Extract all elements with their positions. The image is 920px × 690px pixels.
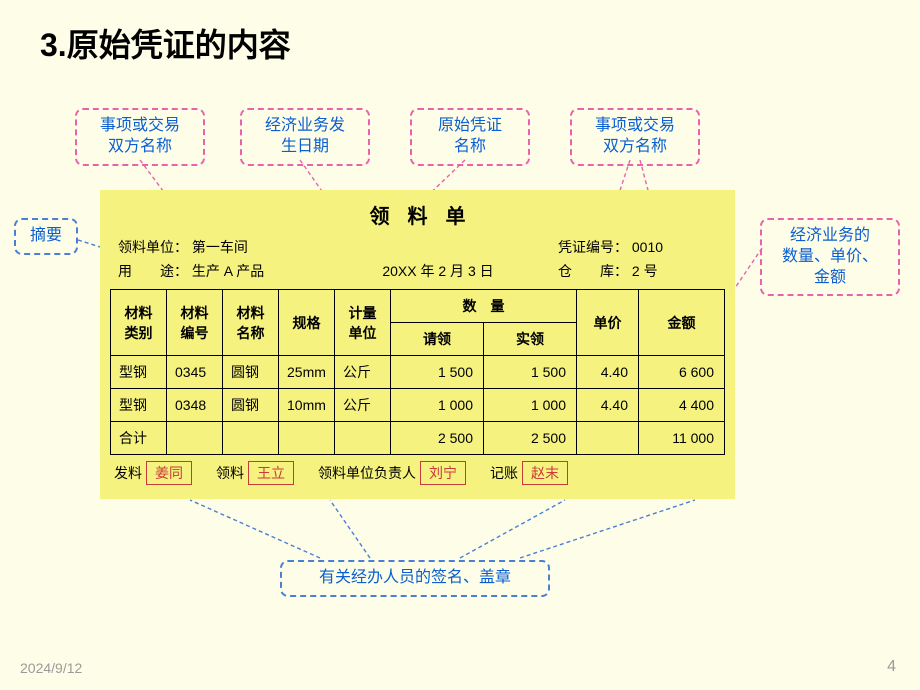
voucher-title: 领料单	[100, 200, 735, 229]
col-name: 材料 名称	[223, 290, 279, 356]
cell-unit: 公斤	[335, 356, 391, 389]
voucher-header-row-1: 领料单位： 第一车间 凭证编号： 0010	[100, 235, 735, 259]
voucher-no-label: 凭证编号：	[558, 239, 628, 255]
warehouse-value: 2 号	[632, 263, 658, 279]
col-amount: 金额	[639, 290, 725, 356]
signature-row: 发料 姜同 领料 王立 领料单位负责人 刘宁 记账 赵末	[100, 457, 735, 485]
cell-cat: 型钢	[111, 356, 167, 389]
col-id: 材料 编号	[167, 290, 223, 356]
cell-req: 1 000	[391, 389, 484, 422]
unit-label: 领料单位：	[118, 239, 188, 255]
callout-summary: 摘要	[14, 218, 78, 255]
voucher-document: 领料单 领料单位： 第一车间 凭证编号： 0010 用 途： 生产 A 产品 2…	[100, 190, 735, 499]
date-text: 20XX 年 2 月 3 日	[382, 263, 493, 279]
total-act: 2 500	[484, 422, 577, 455]
use-label: 用 途：	[118, 263, 188, 279]
cell-price: 4.40	[577, 356, 639, 389]
sig-receive-label: 领料	[216, 463, 244, 483]
total-amount: 11 000	[639, 422, 725, 455]
voucher-header-row-2: 用 途： 生产 A 产品 20XX 年 2 月 3 日 仓 库： 2 号	[100, 259, 735, 283]
sig-issue-label: 发料	[114, 463, 142, 483]
cell-act: 1 500	[484, 356, 577, 389]
use-value: 生产 A 产品	[192, 263, 264, 279]
cell-unit: 公斤	[335, 389, 391, 422]
table-row: 型钢 0345 圆钢 25mm 公斤 1 500 1 500 4.40 6 60…	[111, 356, 725, 389]
callout-parties-2: 事项或交易 双方名称	[570, 108, 700, 166]
table-total-row: 合计 2 500 2 500 11 000	[111, 422, 725, 455]
col-spec: 规格	[279, 290, 335, 356]
col-unit: 计量 单位	[335, 290, 391, 356]
cell-id: 0348	[167, 389, 223, 422]
col-price: 单价	[577, 290, 639, 356]
cell-spec: 25mm	[279, 356, 335, 389]
total-label: 合计	[111, 422, 167, 455]
col-category: 材料 类别	[111, 290, 167, 356]
callout-parties-1: 事项或交易 双方名称	[75, 108, 205, 166]
sig-manager-label: 领料单位负责人	[318, 463, 416, 483]
warehouse-label: 仓 库：	[558, 263, 628, 279]
cell-req: 1 500	[391, 356, 484, 389]
cell-spec: 10mm	[279, 389, 335, 422]
cell-act: 1 000	[484, 389, 577, 422]
callout-voucher-name: 原始凭证 名称	[410, 108, 530, 166]
sig-account-label: 记账	[490, 463, 518, 483]
sig-manager-name: 刘宁	[420, 461, 466, 485]
cell-id: 0345	[167, 356, 223, 389]
cell-price: 4.40	[577, 389, 639, 422]
cell-cat: 型钢	[111, 389, 167, 422]
materials-table: 材料 类别 材料 编号 材料 名称 规格 计量 单位 数 量 单价 金额 请领 …	[110, 289, 725, 455]
footer-date: 2024/9/12	[20, 660, 82, 676]
sig-issue-name: 姜同	[146, 461, 192, 485]
callout-signatures: 有关经办人员的签名、盖章	[280, 560, 550, 597]
callout-date: 经济业务发 生日期	[240, 108, 370, 166]
col-qty-req: 请领	[391, 323, 484, 356]
cell-amount: 4 400	[639, 389, 725, 422]
col-quantity: 数 量	[391, 290, 577, 323]
cell-name: 圆钢	[223, 356, 279, 389]
col-qty-act: 实领	[484, 323, 577, 356]
callout-qty-price: 经济业务的 数量、单价、 金额	[760, 218, 900, 296]
footer-page: 4	[887, 658, 896, 676]
unit-value: 第一车间	[192, 239, 248, 255]
sig-receive-name: 王立	[248, 461, 294, 485]
page-title: 3.原始凭证的内容	[40, 20, 291, 66]
total-req: 2 500	[391, 422, 484, 455]
cell-name: 圆钢	[223, 389, 279, 422]
sig-account-name: 赵末	[522, 461, 568, 485]
voucher-no-value: 0010	[632, 239, 663, 255]
cell-amount: 6 600	[639, 356, 725, 389]
table-row: 型钢 0348 圆钢 10mm 公斤 1 000 1 000 4.40 4 40…	[111, 389, 725, 422]
